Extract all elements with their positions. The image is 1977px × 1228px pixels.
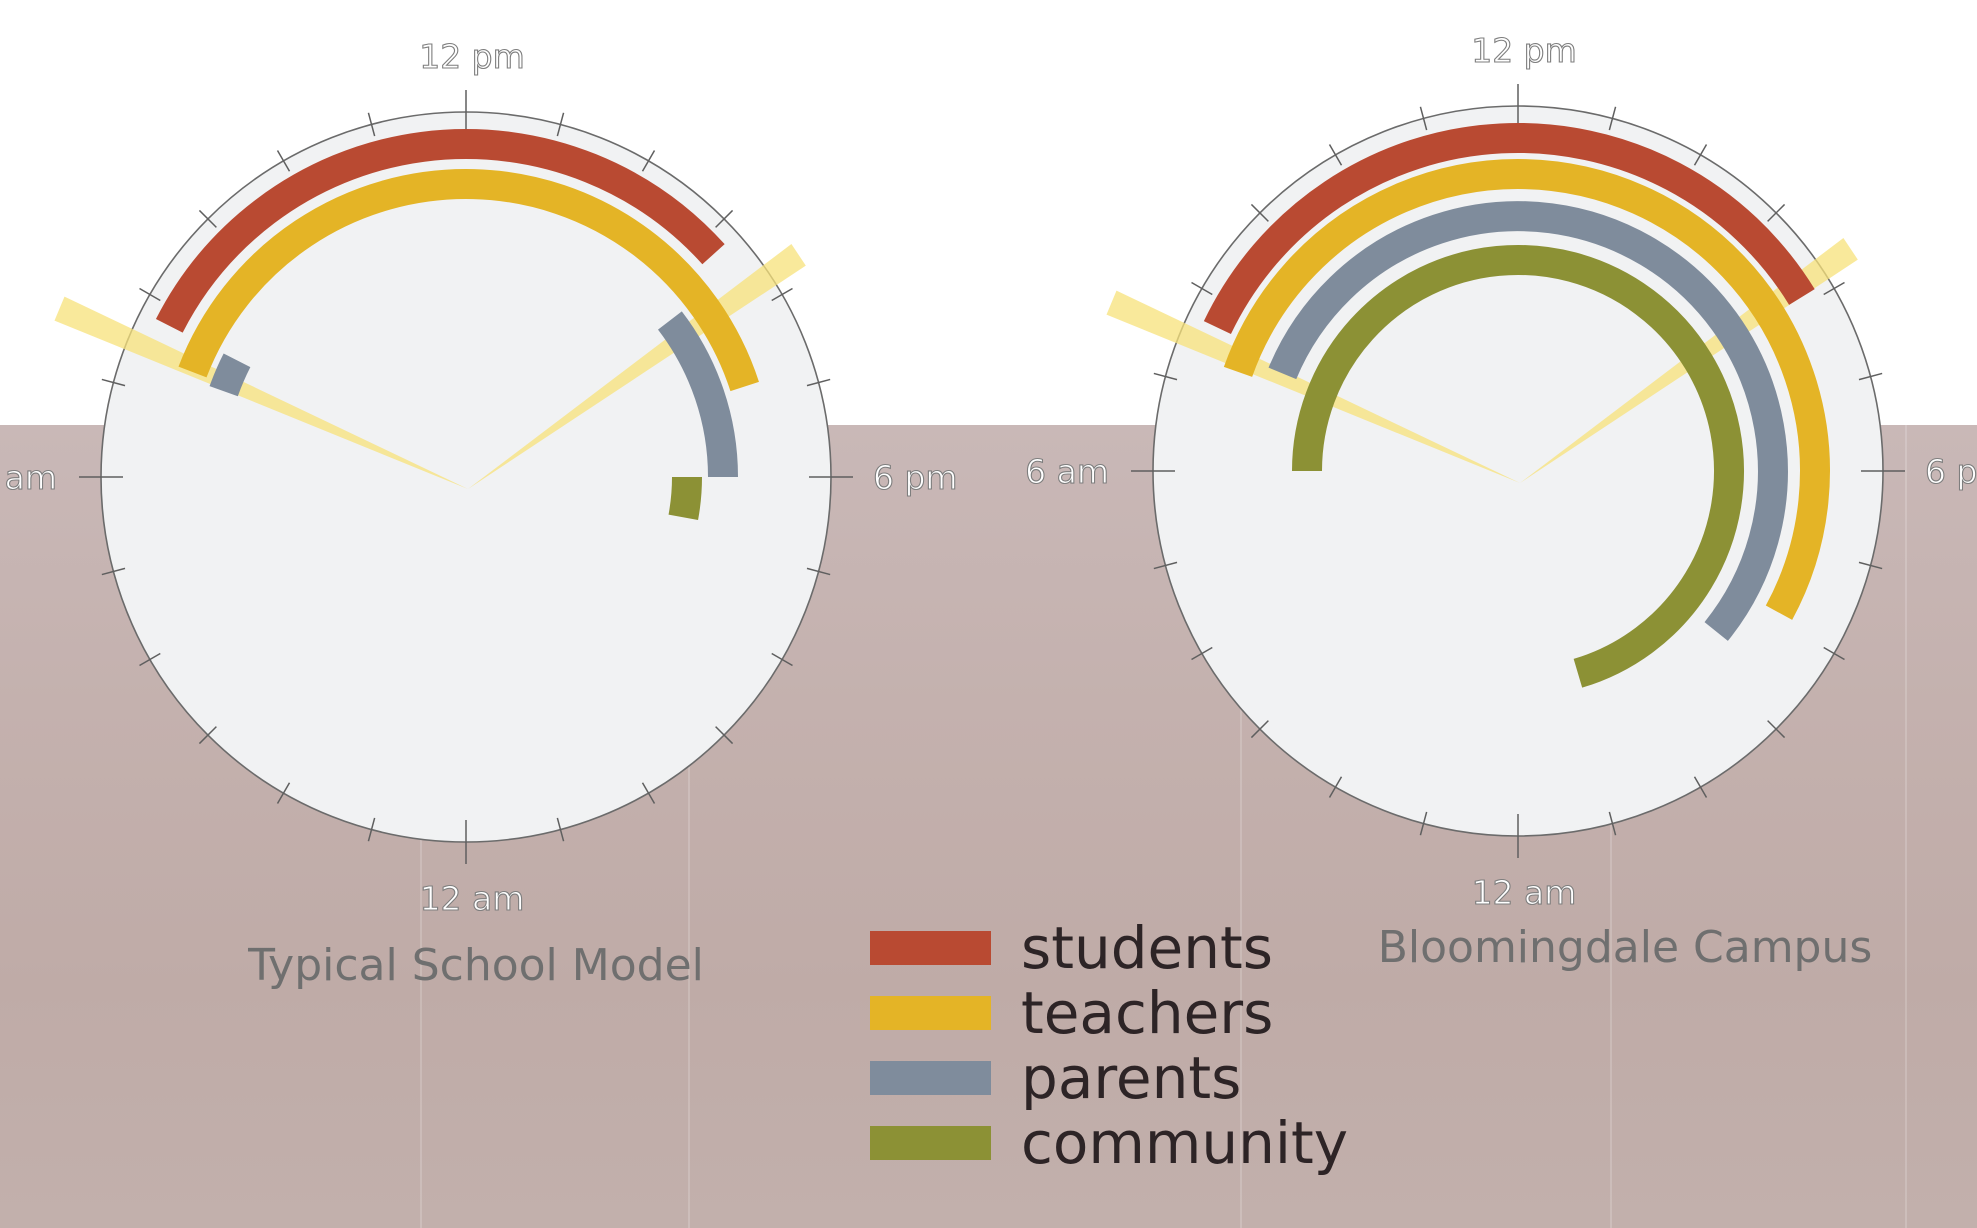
clock-label-bottom: 12 am — [420, 879, 525, 918]
clock-tick — [1858, 561, 1883, 570]
clock-label-top: 12 pm — [1471, 31, 1577, 70]
clock-label-bottom: 12 am — [1472, 873, 1577, 912]
clock-tick — [101, 378, 126, 387]
clock-tick — [641, 150, 656, 172]
clock-label-left: 6 am — [1025, 452, 1109, 491]
clock-tick — [1608, 106, 1617, 131]
daylight-wedge — [54, 296, 468, 489]
arc-students — [155, 129, 725, 333]
clock-tick — [276, 782, 291, 804]
arc-parents — [209, 353, 251, 397]
clock-tick — [1250, 720, 1269, 739]
legend-swatch-community — [870, 1125, 991, 1160]
clock-tick — [1693, 144, 1708, 166]
legend-item-teachers: teachers — [870, 980, 1390, 1045]
clock-tick — [1153, 372, 1178, 381]
arc-teachers — [1223, 159, 1830, 620]
clock-tick — [198, 209, 217, 228]
clock-tick — [771, 652, 793, 667]
legend-label-community: community — [1021, 1108, 1349, 1177]
clock-tick — [276, 150, 291, 172]
arc-students — [1203, 122, 1815, 335]
clock-tick — [139, 652, 161, 667]
clock-label-right: 6 pm — [873, 458, 958, 497]
clock-tick — [1693, 776, 1708, 798]
clock-tick — [806, 567, 831, 576]
legend-item-parents: parents — [870, 1045, 1390, 1110]
arc-parents — [657, 311, 738, 478]
chart-title: Bloomingdale Campus — [1378, 922, 1873, 973]
clock-tick — [1191, 281, 1213, 296]
radial-chart-1: 12 pm 12 am 6 am 6 pm Typical School Model — [0, 36, 958, 991]
legend-item-students: students — [870, 915, 1390, 980]
clock-tick — [1858, 372, 1883, 381]
clock-tick — [1250, 203, 1269, 222]
arc-parents — [1268, 201, 1788, 641]
clock-tick — [1767, 203, 1786, 222]
legend-swatch-parents — [870, 1060, 991, 1095]
legend-swatch-students — [870, 930, 991, 965]
clock-tick — [1419, 106, 1428, 131]
clock-tick — [771, 287, 793, 302]
clock-tick — [367, 817, 376, 842]
clock-tick — [1767, 720, 1786, 739]
clock-tick — [1191, 646, 1213, 661]
clock-tick — [198, 726, 217, 745]
clock-tick — [1608, 811, 1617, 836]
clock-tick — [1823, 646, 1845, 661]
clock-label-right: 6 pm — [1925, 452, 1977, 491]
legend-label-parents: parents — [1021, 1043, 1242, 1112]
clock-tick — [641, 782, 656, 804]
radial-chart-2: 12 pm 12 am 6 am 6 pm Bloomingdale Campus — [1025, 30, 1977, 973]
clock-tick — [1823, 281, 1845, 296]
clock-tick — [1419, 811, 1428, 836]
clock-tick — [139, 287, 161, 302]
clock-label-left: 6 am — [0, 458, 57, 497]
arc-community — [1292, 245, 1744, 688]
legend: students teachers parents community — [870, 915, 1390, 1175]
clock-label-top: 12 pm — [419, 37, 525, 76]
legend-label-teachers: teachers — [1021, 978, 1274, 1047]
clock-tick — [715, 209, 734, 228]
legend-swatch-teachers — [870, 995, 991, 1030]
legend-item-community: community — [870, 1110, 1390, 1175]
clock-tick — [1153, 561, 1178, 570]
clock-tick — [1328, 144, 1343, 166]
clock-tick — [556, 817, 565, 842]
clock-tick — [101, 567, 126, 576]
clock-tick — [715, 726, 734, 745]
clock-tick — [1328, 776, 1343, 798]
legend-label-students: students — [1021, 913, 1273, 982]
clock-tick — [806, 378, 831, 387]
clock-tick — [367, 112, 376, 137]
arc-teachers — [178, 169, 759, 392]
arc-community — [668, 476, 703, 521]
clock-tick — [556, 112, 565, 137]
chart-title: Typical School Model — [247, 940, 704, 991]
